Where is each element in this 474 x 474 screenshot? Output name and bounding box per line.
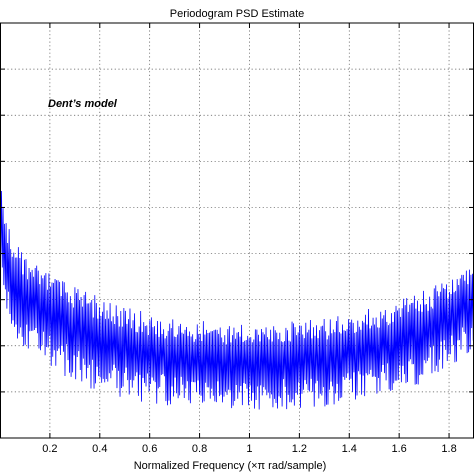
- x-tick-label: 0.2: [42, 443, 57, 455]
- x-tick-label: 0.6: [142, 443, 157, 455]
- x-tick-label: 0.8: [192, 443, 207, 455]
- x-tick-label: 1.6: [392, 443, 407, 455]
- series-layer: [0, 179, 474, 410]
- x-tick-label: 1: [246, 443, 252, 455]
- model-annotation: Dent’s model: [48, 98, 118, 110]
- x-tick-label: 0.4: [92, 443, 107, 455]
- x-tick-label: 1.4: [342, 443, 357, 455]
- psd-series-line: [0, 179, 474, 410]
- grid: [0, 23, 474, 438]
- x-axis-label: Normalized Frequency (×π rad/sample): [134, 460, 327, 472]
- tick-layer: 0.2 0.4 0.6 0.8 1 1.2 1.4 1.6 1.8: [0, 23, 474, 455]
- chart-title: Periodogram PSD Estimate: [170, 8, 305, 20]
- x-tick-label: 1.8: [441, 443, 456, 455]
- x-tick-label: 1.2: [292, 443, 307, 455]
